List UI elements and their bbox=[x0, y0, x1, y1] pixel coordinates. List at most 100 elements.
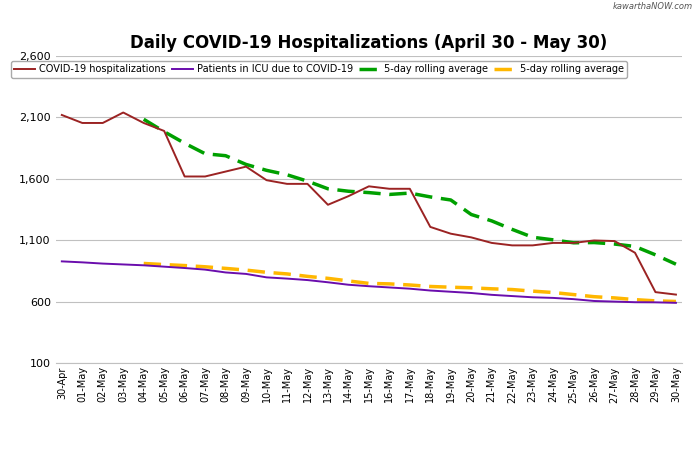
COVID-19 hospitalizations bbox=[672, 292, 680, 297]
5-day rolling average bbox=[549, 290, 557, 295]
5-day rolling average bbox=[467, 285, 475, 291]
Patients in ICU due to COVID-19 bbox=[467, 290, 475, 296]
5-day rolling average bbox=[345, 278, 353, 284]
COVID-19 hospitalizations bbox=[242, 164, 251, 170]
Patients in ICU due to COVID-19 bbox=[385, 285, 393, 290]
COVID-19 hospitalizations bbox=[345, 193, 353, 199]
Patients in ICU due to COVID-19 bbox=[180, 265, 189, 271]
COVID-19 hospitalizations bbox=[651, 289, 660, 295]
5-day rolling average bbox=[180, 140, 189, 146]
5-day rolling average bbox=[139, 260, 148, 266]
5-day rolling average bbox=[283, 172, 291, 178]
COVID-19 hospitalizations bbox=[58, 112, 66, 118]
5-day rolling average bbox=[487, 218, 496, 224]
5-day rolling average bbox=[406, 282, 414, 288]
Patients in ICU due to COVID-19 bbox=[119, 261, 127, 267]
Legend: COVID-19 hospitalizations, Patients in ICU due to COVID-19, 5-day rolling averag: COVID-19 hospitalizations, Patients in I… bbox=[10, 61, 627, 77]
Patients in ICU due to COVID-19 bbox=[651, 300, 660, 305]
Line: 5-day rolling average: 5-day rolling average bbox=[143, 263, 676, 302]
5-day rolling average bbox=[303, 178, 312, 184]
Patients in ICU due to COVID-19 bbox=[569, 296, 578, 302]
COVID-19 hospitalizations bbox=[487, 240, 496, 246]
5-day rolling average bbox=[221, 153, 230, 158]
Patients in ICU due to COVID-19 bbox=[160, 264, 168, 269]
5-day rolling average bbox=[447, 284, 455, 290]
5-day rolling average bbox=[221, 266, 230, 271]
Patients in ICU due to COVID-19 bbox=[426, 288, 434, 293]
COVID-19 hospitalizations bbox=[78, 120, 86, 126]
5-day rolling average bbox=[651, 252, 660, 258]
5-day rolling average bbox=[590, 240, 599, 245]
5-day rolling average bbox=[242, 267, 251, 273]
5-day rolling average bbox=[426, 194, 434, 200]
COVID-19 hospitalizations bbox=[631, 250, 639, 255]
COVID-19 hospitalizations bbox=[590, 238, 599, 243]
Patients in ICU due to COVID-19 bbox=[508, 293, 516, 299]
5-day rolling average bbox=[528, 288, 537, 294]
Patients in ICU due to COVID-19 bbox=[78, 260, 86, 265]
Patients in ICU due to COVID-19 bbox=[345, 282, 353, 288]
5-day rolling average bbox=[139, 116, 148, 122]
Patients in ICU due to COVID-19 bbox=[139, 262, 148, 268]
COVID-19 hospitalizations bbox=[610, 238, 619, 244]
5-day rolling average bbox=[590, 294, 599, 300]
5-day rolling average bbox=[508, 287, 516, 292]
Patients in ICU due to COVID-19 bbox=[487, 292, 496, 298]
5-day rolling average bbox=[610, 295, 619, 301]
Line: 5-day rolling average: 5-day rolling average bbox=[143, 119, 676, 264]
5-day rolling average bbox=[549, 237, 557, 243]
Patients in ICU due to COVID-19 bbox=[283, 276, 291, 281]
Patients in ICU due to COVID-19 bbox=[221, 270, 230, 275]
5-day rolling average bbox=[487, 286, 496, 292]
5-day rolling average bbox=[242, 162, 251, 167]
5-day rolling average bbox=[508, 226, 516, 232]
COVID-19 hospitalizations bbox=[406, 186, 414, 192]
Line: Patients in ICU due to COVID-19: Patients in ICU due to COVID-19 bbox=[62, 261, 676, 303]
COVID-19 hospitalizations bbox=[365, 184, 373, 189]
5-day rolling average bbox=[651, 298, 660, 304]
COVID-19 hospitalizations bbox=[119, 110, 127, 115]
Patients in ICU due to COVID-19 bbox=[201, 267, 209, 273]
5-day rolling average bbox=[201, 151, 209, 157]
COVID-19 hospitalizations bbox=[426, 224, 434, 230]
5-day rolling average bbox=[610, 241, 619, 247]
5-day rolling average bbox=[303, 274, 312, 279]
5-day rolling average bbox=[262, 269, 271, 275]
5-day rolling average bbox=[467, 212, 475, 217]
COVID-19 hospitalizations bbox=[549, 240, 557, 246]
COVID-19 hospitalizations bbox=[447, 231, 455, 236]
COVID-19 hospitalizations bbox=[324, 202, 332, 207]
Patients in ICU due to COVID-19 bbox=[242, 271, 251, 277]
Patients in ICU due to COVID-19 bbox=[528, 295, 537, 300]
Patients in ICU due to COVID-19 bbox=[549, 295, 557, 301]
COVID-19 hospitalizations bbox=[160, 128, 168, 134]
COVID-19 hospitalizations bbox=[99, 120, 107, 126]
Line: COVID-19 hospitalizations: COVID-19 hospitalizations bbox=[62, 112, 676, 295]
5-day rolling average bbox=[528, 234, 537, 240]
Patients in ICU due to COVID-19 bbox=[99, 261, 107, 267]
Text: kawarthaNOW.com: kawarthaNOW.com bbox=[612, 2, 693, 11]
Patients in ICU due to COVID-19 bbox=[610, 299, 619, 304]
5-day rolling average bbox=[631, 297, 639, 302]
Patients in ICU due to COVID-19 bbox=[324, 280, 332, 285]
Patients in ICU due to COVID-19 bbox=[262, 274, 271, 280]
5-day rolling average bbox=[324, 275, 332, 281]
COVID-19 hospitalizations bbox=[139, 120, 148, 126]
COVID-19 hospitalizations bbox=[221, 169, 230, 174]
5-day rolling average bbox=[160, 262, 168, 267]
Patients in ICU due to COVID-19 bbox=[447, 289, 455, 295]
5-day rolling average bbox=[201, 264, 209, 269]
COVID-19 hospitalizations bbox=[283, 181, 291, 187]
Patients in ICU due to COVID-19 bbox=[406, 286, 414, 291]
5-day rolling average bbox=[160, 129, 168, 135]
5-day rolling average bbox=[365, 190, 373, 195]
Patients in ICU due to COVID-19 bbox=[590, 298, 599, 304]
5-day rolling average bbox=[672, 299, 680, 304]
Patients in ICU due to COVID-19 bbox=[365, 283, 373, 289]
5-day rolling average bbox=[283, 271, 291, 277]
COVID-19 hospitalizations bbox=[528, 243, 537, 248]
Title: Daily COVID-19 Hospitalizations (April 30 - May 30): Daily COVID-19 Hospitalizations (April 3… bbox=[130, 34, 608, 52]
5-day rolling average bbox=[569, 240, 578, 246]
5-day rolling average bbox=[406, 190, 414, 196]
COVID-19 hospitalizations bbox=[508, 243, 516, 248]
